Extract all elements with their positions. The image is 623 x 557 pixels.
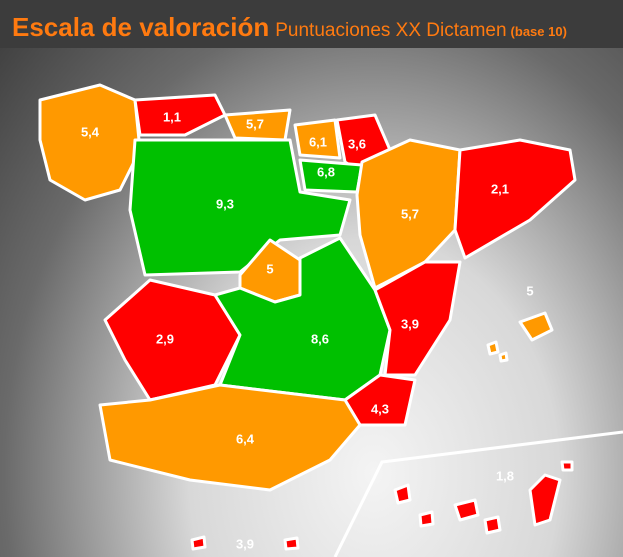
region (528, 473, 562, 527)
region-score: 4,3 (371, 401, 389, 416)
region-score: 5,7 (401, 206, 419, 221)
region-score: 3,9 (236, 536, 254, 551)
region (486, 340, 500, 356)
region-score: 1,1 (163, 109, 181, 124)
region-score: 3,9 (401, 316, 419, 331)
region-score: 8,6 (311, 331, 329, 346)
region (190, 535, 207, 551)
canarias-divider (333, 430, 623, 557)
region (133, 93, 227, 137)
subtitle-note: (base 10) (510, 24, 567, 39)
region (483, 515, 502, 535)
region (128, 138, 352, 277)
region-score: 6,1 (309, 134, 327, 149)
region-score: 3,6 (348, 136, 366, 151)
title: Escala de valoración (12, 12, 270, 42)
region (560, 460, 574, 472)
region-score: 2,9 (156, 331, 174, 346)
region-score: 5,7 (246, 116, 264, 131)
region (103, 278, 242, 402)
region (98, 383, 362, 492)
region (293, 118, 342, 160)
region-score: 5,4 (81, 124, 100, 139)
region (418, 510, 435, 528)
region (373, 260, 462, 377)
region-score: 1,8 (496, 468, 514, 483)
region-score: 6,8 (317, 164, 335, 179)
subtitle: Puntuaciones XX Dictamen (275, 20, 507, 41)
region (393, 483, 412, 505)
header: Escala de valoración Puntuaciones XX Dict… (0, 0, 623, 48)
region (283, 536, 300, 551)
region (498, 351, 509, 363)
region (38, 83, 142, 202)
region (453, 138, 577, 260)
title-line: Escala de valoración Puntuaciones XX Dict… (12, 12, 567, 43)
region (453, 498, 480, 522)
region-score: 2,1 (491, 181, 509, 196)
region-score: 5 (266, 261, 273, 276)
region-score: 9,3 (216, 196, 234, 211)
region (518, 311, 554, 342)
region-score: 6,4 (236, 431, 255, 446)
region-score: 5 (526, 283, 533, 298)
